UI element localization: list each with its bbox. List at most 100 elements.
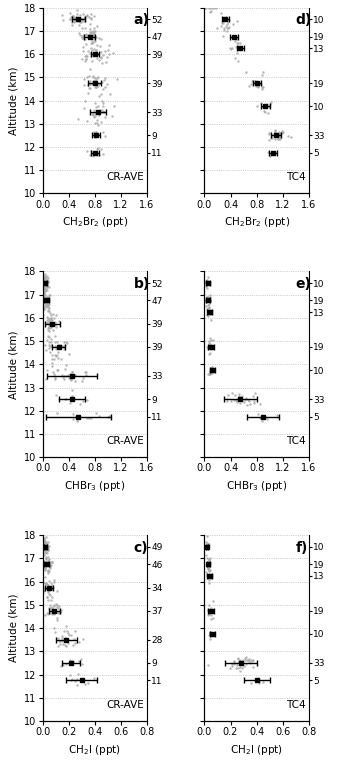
Point	[206, 570, 212, 582]
Point	[106, 410, 111, 422]
Point	[238, 394, 244, 406]
Point	[60, 14, 66, 27]
Point	[45, 543, 50, 555]
Point	[56, 393, 61, 405]
Point	[74, 679, 80, 691]
Point	[40, 562, 45, 574]
Point	[55, 602, 61, 614]
Point	[266, 127, 272, 139]
Point	[211, 2, 217, 14]
Point	[45, 295, 50, 307]
Point	[80, 372, 86, 384]
Point	[202, 540, 207, 552]
Point	[71, 16, 76, 28]
Point	[243, 392, 249, 404]
Point	[49, 556, 55, 568]
Point	[40, 290, 45, 302]
Point	[207, 627, 213, 639]
Point	[93, 126, 99, 138]
Point	[41, 277, 47, 289]
Point	[43, 271, 48, 283]
Point	[93, 81, 98, 93]
Point	[206, 560, 211, 572]
Point	[48, 321, 53, 333]
Point	[57, 606, 63, 618]
Point	[47, 561, 53, 573]
Point	[208, 343, 214, 355]
Point	[50, 556, 55, 568]
Point	[53, 597, 59, 610]
Point	[47, 340, 53, 353]
Point	[258, 78, 264, 90]
Point	[62, 633, 67, 645]
Point	[87, 47, 93, 59]
Point	[275, 127, 281, 140]
Point	[47, 346, 53, 358]
Point	[43, 552, 48, 564]
Point	[45, 317, 51, 329]
Point	[40, 273, 45, 285]
Point	[61, 372, 66, 385]
Point	[43, 541, 49, 553]
Point	[89, 27, 95, 39]
Point	[202, 295, 208, 307]
Point	[50, 584, 55, 596]
Point	[40, 278, 46, 290]
Point	[100, 125, 106, 137]
Point	[259, 414, 264, 427]
Point	[70, 639, 75, 651]
Point	[206, 607, 212, 620]
Point	[41, 549, 47, 561]
Point	[241, 396, 246, 408]
Point	[206, 304, 212, 316]
Point	[100, 83, 106, 95]
Point	[88, 50, 93, 62]
Point	[45, 551, 50, 563]
Point	[203, 279, 209, 291]
Point	[51, 607, 57, 620]
Point	[42, 285, 48, 298]
Point	[87, 78, 93, 90]
Point	[260, 66, 266, 79]
Point	[66, 369, 71, 381]
Point	[45, 581, 51, 594]
Point	[45, 554, 50, 566]
Point	[45, 564, 51, 576]
Point	[59, 9, 65, 21]
Point	[207, 568, 212, 580]
Point	[84, 9, 90, 21]
Point	[60, 372, 66, 384]
Point	[44, 284, 50, 296]
Point	[256, 675, 262, 687]
Point	[66, 348, 72, 360]
Point	[208, 346, 213, 359]
Point	[43, 536, 49, 549]
Point	[207, 606, 213, 618]
Point	[44, 277, 50, 289]
Point	[52, 370, 58, 382]
Point	[207, 289, 212, 301]
Point	[269, 131, 275, 143]
Point	[44, 591, 50, 603]
Point	[41, 555, 47, 568]
Point	[41, 281, 47, 293]
Point	[76, 19, 82, 31]
Point	[48, 339, 54, 351]
Point	[88, 37, 94, 50]
Point	[84, 115, 89, 127]
Point	[79, 31, 84, 43]
Point	[233, 662, 239, 674]
Point	[94, 52, 99, 64]
Point	[44, 282, 50, 294]
Point	[223, 12, 229, 24]
Point	[96, 31, 102, 43]
Point	[236, 41, 242, 53]
Point	[90, 149, 96, 161]
Point	[46, 281, 51, 293]
Point	[42, 299, 48, 311]
Point	[224, 394, 230, 407]
Point	[50, 603, 56, 615]
Point	[72, 14, 77, 26]
Point	[41, 276, 47, 288]
Point	[210, 611, 216, 623]
